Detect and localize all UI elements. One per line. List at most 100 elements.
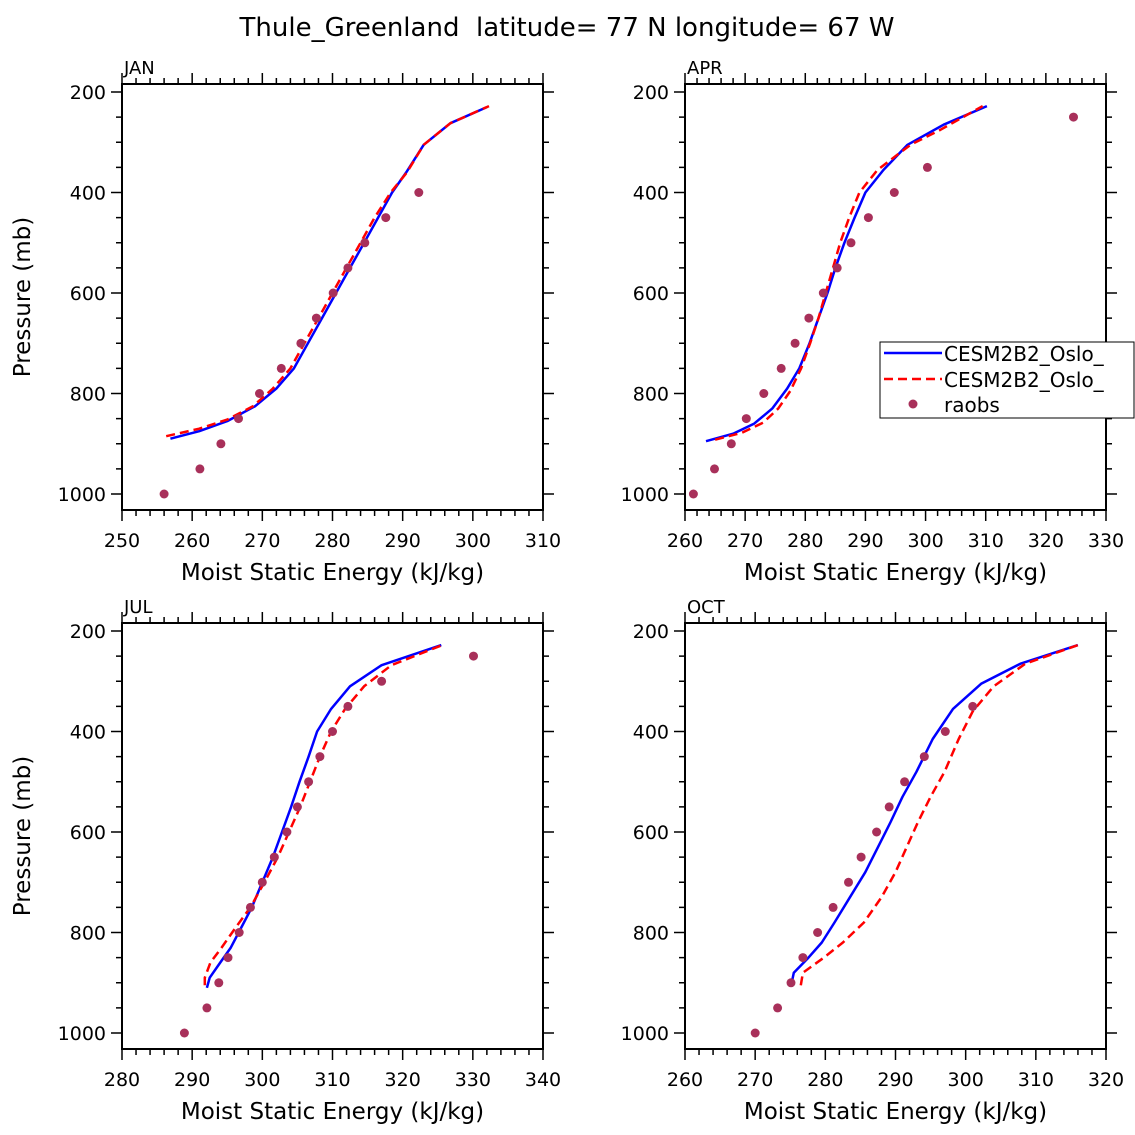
x-tick-label: 250: [104, 530, 140, 552]
raobs-point: [884, 802, 894, 812]
raobs-point: [919, 752, 929, 762]
raobs-point: [889, 188, 899, 197]
legend-label-cesm-solid: CESM2B2_Oslo_: [944, 342, 1105, 366]
x-tick-label: 280: [787, 530, 823, 552]
y-tick-label: 200: [633, 82, 669, 104]
panel-jul: 280 290 300 310 320 330 340 200 400 600 800 1000 JUL…: [10, 597, 561, 1125]
x-tick-label: 300: [455, 530, 491, 552]
raobs-point: [328, 288, 338, 298]
y-tick-label: 200: [70, 621, 106, 643]
series-line-solid: [205, 643, 442, 989]
y-tick-label: 800: [633, 923, 669, 945]
x-tick-label: 260: [667, 530, 703, 552]
x-tick-label: 280: [807, 1069, 843, 1091]
panel-title: JUL: [123, 597, 153, 618]
x-tick-label: 320: [385, 1069, 421, 1091]
raobs-point: [856, 852, 866, 862]
x-tick-label: 290: [847, 530, 883, 552]
x-tick-label: 340: [525, 1069, 561, 1091]
raobs-point: [179, 1028, 189, 1038]
x-tick-label: 310: [1018, 1069, 1054, 1091]
raobs-point: [832, 263, 842, 273]
raobs-point: [922, 162, 932, 172]
raobs-point: [773, 1003, 783, 1013]
x-tick-label: 260: [667, 1069, 703, 1091]
raobs-point: [900, 777, 910, 787]
x-axis-label: Moist Static Energy (kJ/kg): [181, 1099, 484, 1125]
raobs-point: [296, 338, 306, 348]
x-axis-label: Moist Static Energy (kJ/kg): [744, 560, 1047, 586]
raobs-point: [844, 877, 853, 887]
raobs-point: [377, 676, 387, 686]
legend-box: [879, 341, 1135, 419]
y-tick-label: 800: [70, 384, 106, 406]
plot-frame: [684, 622, 1107, 1050]
raobs-point: [688, 489, 698, 499]
raobs-point: [195, 464, 205, 474]
raobs-point: [940, 727, 950, 736]
x-tick-label: 280: [104, 1069, 140, 1091]
y-tick-label: 400: [70, 722, 106, 744]
raobs-point: [828, 902, 838, 912]
raobs-point: [304, 777, 314, 787]
raobs-point: [159, 489, 169, 499]
series-line-solid: [170, 105, 488, 440]
raobs-point: [750, 1028, 760, 1038]
legend-label-cesm-dashed: CESM2B2_Oslo_: [944, 368, 1105, 392]
raobs-point: [710, 464, 719, 474]
raobs-point: [202, 1003, 212, 1013]
x-tick-label: 300: [948, 1069, 984, 1091]
raobs-point: [282, 827, 292, 837]
raobs-point: [223, 953, 233, 963]
raobs-point: [234, 928, 244, 937]
legend-marker-raobs: [908, 399, 918, 409]
raobs-point: [292, 802, 302, 812]
x-tick-label: 290: [174, 1069, 210, 1091]
x-tick-label: 270: [244, 530, 280, 552]
raobs-point: [798, 953, 808, 963]
panel-title: OCT: [687, 597, 726, 618]
raobs-point: [741, 414, 751, 424]
raobs-point: [360, 238, 370, 248]
raobs-point: [245, 902, 255, 912]
raobs-point: [813, 928, 823, 937]
x-tick-label: 310: [968, 530, 1004, 552]
y-tick-label: 800: [633, 384, 669, 406]
raobs-point: [968, 701, 978, 711]
raobs-point: [311, 313, 321, 323]
y-tick-label: 200: [70, 82, 106, 104]
plot-frame: [121, 622, 544, 1050]
y-axis-label: Pressure (mb): [10, 217, 36, 377]
y-tick-label: 1000: [58, 1023, 106, 1045]
raobs-point: [786, 978, 796, 988]
raobs-point: [846, 238, 856, 248]
raobs-point: [257, 877, 267, 887]
raobs-point: [414, 188, 424, 197]
y-tick-label: 200: [633, 621, 669, 643]
y-tick-label: 600: [633, 283, 669, 305]
raobs-point: [216, 439, 226, 449]
raobs-point: [1069, 112, 1078, 122]
raobs-point: [863, 213, 873, 223]
raobs-point: [343, 701, 353, 711]
y-tick-label: 400: [633, 722, 669, 744]
raobs-point: [776, 363, 786, 373]
y-tick-label: 400: [70, 183, 106, 205]
panel-title: APR: [687, 58, 723, 79]
x-tick-label: 270: [737, 1069, 773, 1091]
y-tick-label: 400: [633, 183, 669, 205]
panel-apr: 260 270 280 290 300 310 320 330 200 400 600 800 1000…: [621, 58, 1124, 586]
x-tick-label: 300: [244, 1069, 280, 1091]
x-axis-label: Moist Static Energy (kJ/kg): [744, 1099, 1047, 1125]
panel-jan: 250 260 270 280 290 300 310 200 400 600 800 1000 JAN…: [10, 58, 561, 586]
y-tick-label: 1000: [621, 484, 669, 506]
raobs-point: [255, 389, 264, 398]
x-tick-label: 260: [174, 530, 210, 552]
series-line-solid: [790, 643, 1079, 984]
y-tick-label: 1000: [58, 484, 106, 506]
raobs-point: [804, 313, 814, 323]
raobs-point: [381, 213, 391, 223]
x-axis-label: Moist Static Energy (kJ/kg): [181, 560, 484, 586]
y-tick-label: 800: [70, 923, 106, 945]
legend: CESM2B2_Oslo_ CESM2B2_Oslo_ raobs: [879, 341, 1135, 419]
